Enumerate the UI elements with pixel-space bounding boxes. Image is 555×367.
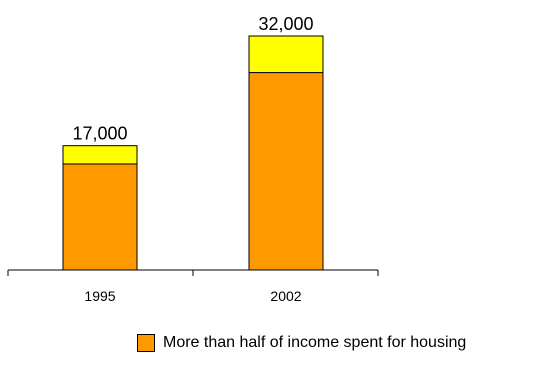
bar-1995-segment-0 bbox=[62, 163, 138, 271]
data-labels: 17,000 32,000 bbox=[72, 14, 313, 144]
bar-2002-segment-1 bbox=[248, 35, 324, 74]
bar-1995-segment-1 bbox=[62, 145, 138, 165]
x-axis: 1995 2002 bbox=[7, 269, 379, 304]
legend-label-housing: More than half of income spent for housi… bbox=[163, 334, 467, 351]
x-tick-label-2002: 2002 bbox=[270, 288, 301, 304]
legend-swatch-housing bbox=[137, 334, 155, 352]
total-label-1995: 17,000 bbox=[72, 124, 127, 144]
legend: More than half of income spent for housi… bbox=[137, 334, 466, 352]
bar-2002-segment-0 bbox=[248, 72, 324, 271]
bar-series bbox=[62, 35, 324, 271]
total-label-2002: 32,000 bbox=[258, 14, 313, 34]
x-tick-label-1995: 1995 bbox=[84, 288, 115, 304]
